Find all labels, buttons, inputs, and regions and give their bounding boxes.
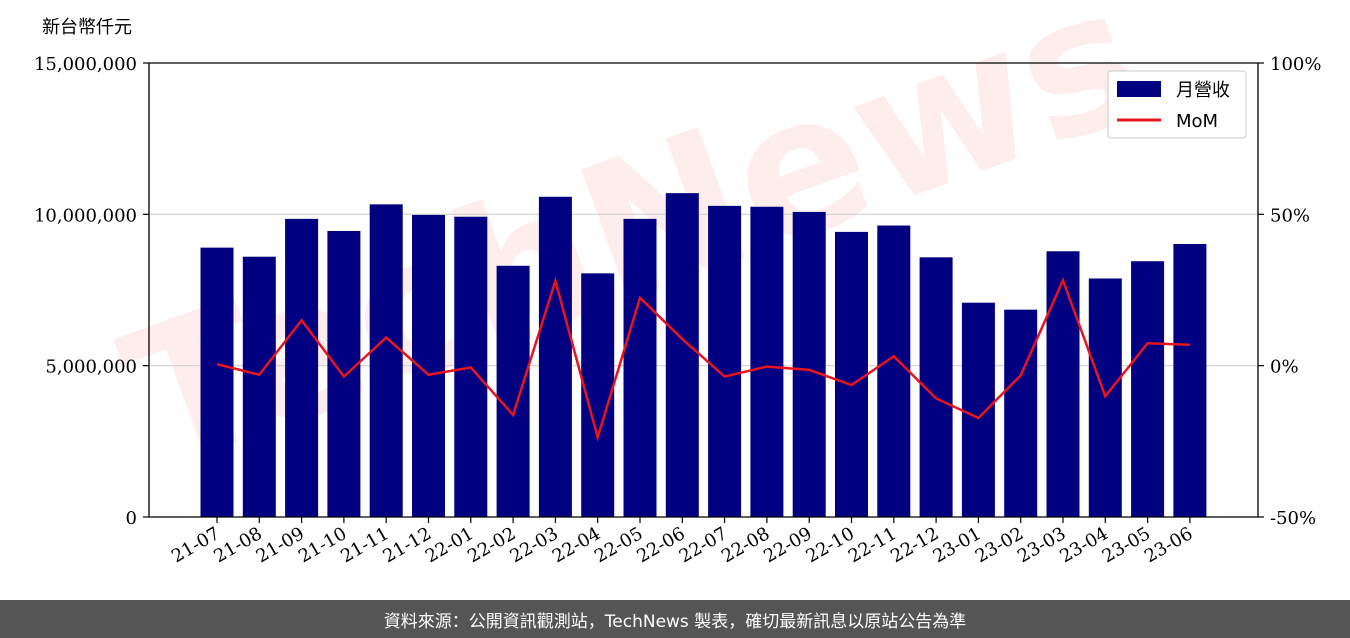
left-axis-ticks: 0 5,000,000 10,000,000 15,000,000 (34, 54, 149, 529)
bar-23-02 (1004, 309, 1038, 517)
bar-23-06 (1173, 243, 1207, 517)
source-footer: 資料來源：公開資訊觀測站，TechNews 製表，確切最新訊息以原站公告為準 (0, 600, 1350, 638)
legend-bar-swatch (1117, 81, 1161, 97)
bar-21-09 (285, 218, 319, 517)
bar-22-11 (877, 225, 911, 518)
bar-series (200, 193, 1207, 518)
bar-21-10 (327, 230, 361, 518)
bar-22-05 (623, 218, 657, 517)
bar-21-07 (200, 247, 234, 518)
bar-21-08 (242, 256, 276, 517)
legend-label-mom: MoM (1176, 111, 1218, 132)
right-axis-ticks: -50% 0% 50% 100% (1258, 54, 1321, 529)
x-tick-label: 23-06 (1141, 523, 1196, 567)
mom-line-series (216, 276, 1190, 442)
revenue-chart: TechNews 05,000,00010,000,00015,000,000 … (34, 0, 1322, 567)
bar-23-01 (961, 302, 995, 517)
axes (148, 62, 1259, 518)
left-tick-label: 5,000,000 (45, 357, 137, 378)
right-tick-label: 50% (1270, 205, 1310, 226)
right-tick-label: 100% (1270, 54, 1321, 75)
bar-22-10 (835, 231, 868, 517)
bar-22-03 (538, 196, 572, 517)
x-axis-ticks: 21-0721-0821-0921-1021-1121-1222-0122-02… (168, 517, 1196, 567)
bar-22-08 (750, 206, 784, 517)
mom-line (216, 276, 1190, 442)
bar-22-02 (496, 265, 530, 517)
y-axis-unit-label: 新台幣仟元 (42, 17, 132, 38)
bar-22-07 (708, 205, 742, 517)
right-tick-label: -50% (1270, 508, 1316, 529)
bar-22-06 (665, 193, 699, 517)
bar-22-09 (792, 211, 826, 518)
left-tick-label: 15,000,000 (34, 54, 137, 75)
legend-label-revenue: 月營收 (1176, 80, 1230, 101)
bar-21-11 (369, 204, 403, 517)
legend: 月營收 MoM (1107, 70, 1247, 139)
bar-23-05 (1131, 261, 1165, 517)
left-tick-label: 10,000,000 (34, 205, 137, 226)
right-tick-label: 0% (1270, 357, 1299, 378)
bar-23-03 (1046, 251, 1080, 517)
left-tick-label: 0 (126, 508, 137, 529)
